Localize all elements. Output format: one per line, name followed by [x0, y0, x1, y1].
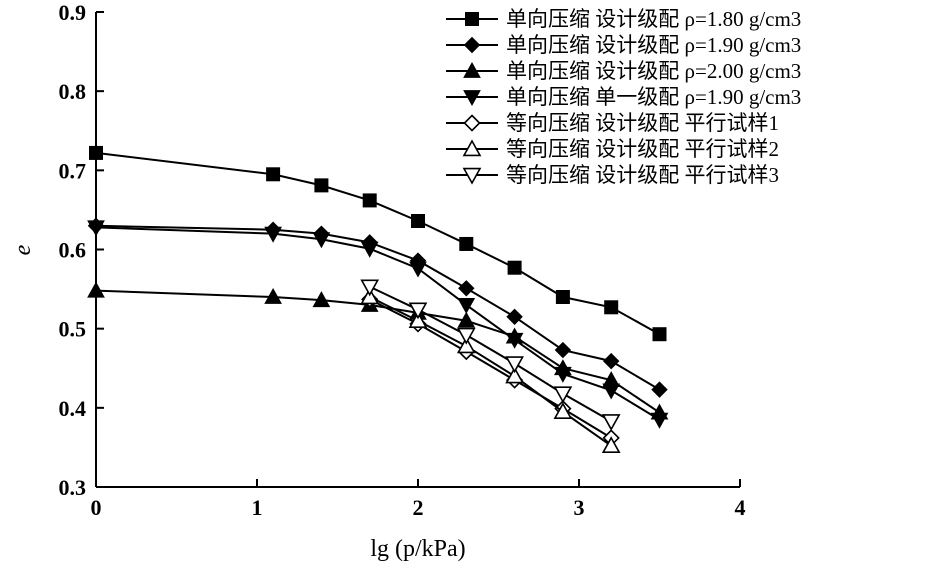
series-2 [87, 217, 668, 398]
data-point [505, 356, 524, 374]
data-point [89, 145, 103, 160]
series-4 [87, 220, 669, 429]
legend-entry-7: 等向压缩 设计级配 平行试样3 [446, 163, 779, 187]
legend-marker [463, 61, 481, 78]
series-5 [361, 290, 620, 447]
data-point [411, 214, 425, 228]
data-point [409, 261, 427, 278]
data-point [264, 226, 282, 243]
data-point [553, 402, 573, 419]
x-tick-label: 3 [574, 495, 585, 520]
legend-entry-3: 单向压缩 设计级配 ρ=2.00 g/cm3 [446, 59, 801, 83]
x-axis-label: lg (p/kPa) [370, 536, 465, 562]
data-point [602, 352, 620, 370]
data-point [601, 436, 621, 454]
data-point [408, 311, 428, 328]
data-point [554, 341, 572, 359]
legend-label: 单向压缩 设计级配 ρ=2.00 g/cm3 [506, 59, 801, 83]
y-tick-label: 0.4 [59, 396, 87, 421]
data-point [264, 287, 282, 304]
series-line [369, 285, 612, 423]
legend-marker [463, 90, 481, 107]
series-6 [360, 287, 621, 454]
legend-label: 等向压缩 设计级配 平行试样3 [506, 163, 779, 187]
data-point [266, 167, 281, 182]
data-point [650, 412, 669, 429]
series-line [95, 226, 661, 421]
data-point [458, 280, 475, 297]
legend-entry-4: 单向压缩 单一级配 ρ=1.90 g/cm3 [446, 85, 801, 109]
series-7 [360, 279, 621, 431]
y-tick-label: 0.5 [59, 317, 87, 342]
x-tick-label: 4 [735, 495, 746, 520]
data-point [555, 290, 570, 304]
data-point [601, 414, 621, 431]
data-point [554, 366, 572, 383]
data-point [408, 302, 428, 320]
y-tick-label: 0.8 [59, 79, 87, 104]
data-point [553, 386, 573, 404]
legend-label: 单向压缩 单一级配 ρ=1.90 g/cm3 [506, 85, 801, 109]
y-tick-label: 0.7 [59, 158, 87, 183]
series-line [95, 151, 660, 336]
y-axis-label: e [10, 244, 36, 255]
data-point [507, 260, 522, 275]
data-point [312, 232, 331, 249]
data-point [360, 241, 379, 258]
series-line [95, 289, 661, 414]
legend-entry-1: 单向压缩 设计级配 ρ=1.80 g/cm3 [446, 7, 801, 31]
series-1 [89, 145, 667, 342]
data-point [87, 281, 105, 298]
x-tick-label: 1 [252, 495, 263, 520]
legend-label: 单向压缩 设计级配 ρ=1.80 g/cm3 [506, 7, 801, 31]
legend-marker [463, 36, 481, 54]
legend-marker [465, 12, 479, 26]
x-tick-label: 2 [413, 495, 424, 520]
legend-marker [462, 139, 482, 157]
data-point [505, 366, 524, 384]
legend-marker [463, 114, 481, 132]
y-tick-label: 0.6 [59, 238, 87, 263]
series-line [369, 298, 612, 439]
legend-entry-2: 单向压缩 设计级配 ρ=1.90 g/cm3 [446, 33, 801, 57]
legend-entry-5: 等向压缩 设计级配 平行试样1 [446, 111, 779, 135]
legend-label: 单向压缩 设计级配 ρ=1.90 g/cm3 [506, 33, 801, 57]
legend-label: 等向压缩 设计级配 平行试样1 [506, 111, 779, 135]
x-tick-label: 0 [91, 495, 102, 520]
data-point [312, 291, 331, 308]
series-line [95, 224, 661, 391]
data-point [362, 193, 377, 208]
data-point [459, 236, 474, 251]
data-point [651, 381, 668, 398]
data-point [456, 336, 476, 354]
data-point [314, 178, 329, 193]
legend-entry-6: 等向压缩 设计级配 平行试样2 [446, 137, 779, 161]
series-layer [87, 145, 669, 454]
data-point [457, 311, 476, 328]
data-point [360, 279, 380, 297]
y-tick-label: 0.9 [59, 0, 87, 25]
data-point [604, 300, 619, 315]
legend-label: 等向压缩 设计级配 平行试样2 [506, 137, 779, 161]
data-point [506, 308, 523, 325]
data-point [457, 298, 476, 314]
y-tick-label: 0.3 [59, 475, 87, 500]
axes: 0 1 2 3 4 0.3 0.4 0.5 0.6 0.7 0.8 0.9 [59, 0, 746, 520]
data-point [652, 327, 667, 342]
data-point [456, 327, 476, 345]
data-point [87, 220, 105, 237]
data-point [505, 332, 524, 349]
legend-marker [462, 167, 482, 185]
data-point [602, 383, 621, 400]
